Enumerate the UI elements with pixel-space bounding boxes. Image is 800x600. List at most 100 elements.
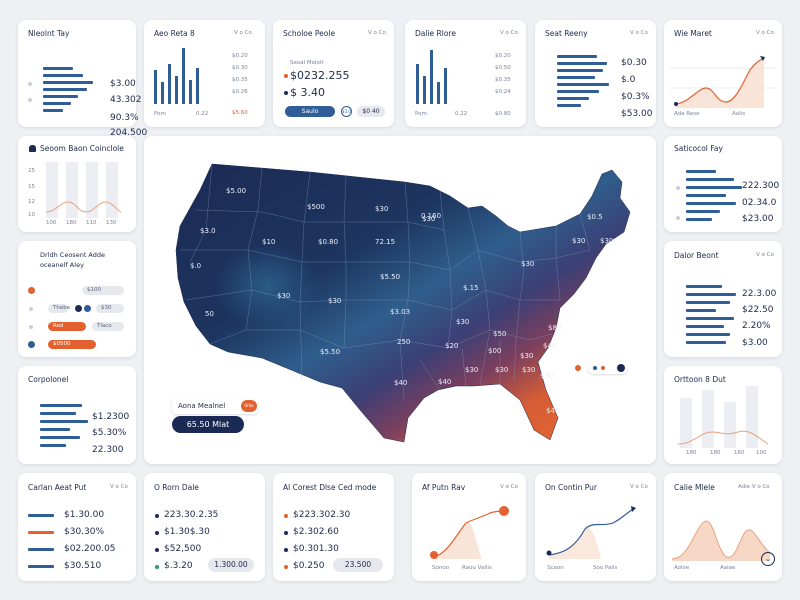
axis-label: Aalae [720,565,736,571]
toggle-icon[interactable]: $3.0 [341,106,352,117]
value: $0.250 [293,561,325,571]
state-value-label: $40 [438,378,452,386]
state-value-label: $30 [522,366,536,374]
x-tick: 180 [710,450,721,456]
bar [686,210,720,213]
state-borders [180,163,591,401]
value: 223.30.2.35 [164,510,219,520]
bar [686,218,712,221]
bar [196,68,199,104]
axis-label: Sonoo [432,565,450,571]
dot [155,531,159,535]
orange-marker[interactable] [575,365,581,371]
card-tag[interactable]: V o Co [756,30,774,36]
state-value-label: $10 [262,238,276,246]
card-tag[interactable]: V o Co [368,30,386,36]
widget-card-18: Calie Mlele Adie V o Co ⌄ Aoloe Aalae [664,473,782,581]
value-label: $0.30 [232,65,248,71]
range-pill[interactable]: Thebe [48,304,70,313]
chip[interactable]: $0 40 [357,106,385,117]
action-button[interactable]: Saulo [285,106,335,117]
legend-bar [28,548,54,551]
chevron-down-icon[interactable]: ⌄ [761,552,775,566]
bar [686,293,736,296]
dot [284,548,288,552]
x-tick: 180 [66,220,77,226]
bar [686,202,736,205]
legend-bar [28,565,54,568]
zoom-dot[interactable] [593,366,597,370]
widget-card-5: Seat Reeny V o Co $0.30 $.0 $0.3% $53.00 [535,20,656,127]
value: 22.300 [92,445,124,455]
value: 22.3.00 [742,289,777,299]
card-tag[interactable]: V o Co [500,30,518,36]
value: $30.510 [64,561,102,571]
state-value-label: $40 [543,342,557,350]
value-chip[interactable]: 1.300.00 [208,558,254,572]
card-subtitle: oceanelf Aley [40,261,84,269]
value: $0.30 [621,58,647,68]
bar [557,90,599,93]
orange-dot [284,74,288,78]
card-title: Al Corest Dlse Ced mode [283,483,377,492]
map-controls[interactable] [588,362,628,374]
value: 90.3% [110,113,139,123]
card-tag[interactable]: V o Co [630,30,648,36]
bar [557,62,607,65]
legend-orange-tag[interactable]: 0rba [241,400,257,412]
orange-pill[interactable]: $0500 [48,340,96,349]
zoom-dot[interactable] [601,366,605,370]
range-pill[interactable]: Tlaco [92,322,124,331]
dot [676,186,680,190]
x-tick: 100 [756,450,767,456]
area-sparkline [430,506,509,559]
range-pill[interactable]: $100 [82,286,124,295]
card-title: Seoom Baon Coinclole [40,144,124,153]
bell-icon[interactable] [29,145,36,152]
zoom-dot[interactable] [617,364,625,372]
big-value: $ 3.40 [290,86,325,99]
card-title: Carlan Aeat Put [28,483,87,492]
bar [154,70,157,104]
state-value-label: $500 [307,203,325,211]
navy-dot [75,305,82,312]
value: $2.302.60 [293,527,339,537]
state-value-label: $80 [548,324,562,332]
value: $53.00 [621,109,653,119]
wave-line [46,201,121,213]
state-value-label: $30 [456,318,470,326]
bar [40,412,76,415]
subtitle: Seoal Moloit [290,60,324,66]
card-tag[interactable]: V o Co [500,484,518,490]
bar [437,82,440,104]
card-tag[interactable]: Adie V o Co [738,484,770,490]
blue-dot [28,341,35,348]
card-tag[interactable]: V o Co [110,484,128,490]
value: 43.302 [110,95,142,105]
card-title: On Contin Pur [545,483,598,492]
range-pill[interactable]: $30 [96,304,124,313]
y-tick: 25 [28,168,35,174]
value: $52,500 [164,544,202,554]
bar [416,64,419,104]
value: $0.301.30 [293,544,339,554]
card-tag[interactable]: V o Co [630,484,648,490]
legend-bar [28,514,54,517]
value-chip[interactable]: 23.500 [333,558,383,572]
big-value: $0232.255 [290,69,350,82]
state-value-label: $0.80 [318,238,339,246]
card-tag[interactable]: V o Co [234,30,252,36]
axis-label: Scaon [547,565,564,571]
widget-card-4: Dalie Rlore V o Co $0.20 $0.50 $0.35 $0.… [405,20,526,127]
legend-label: Aona Mealnel [178,402,226,410]
value: $0.3% [621,92,650,102]
card-title: Drldh Ceosent Adde [40,251,106,259]
widget-card-9: Corpolonel $1.2300 $5.30% 22.300 [18,366,136,464]
card-tag[interactable]: V o Co [756,252,774,258]
bar [40,420,88,423]
legend-value-pill[interactable]: 65.50 Mlat [172,416,244,433]
orange-pill[interactable]: Red [48,322,86,331]
state-value-label: $0.5 [587,213,603,221]
bar [686,333,730,336]
